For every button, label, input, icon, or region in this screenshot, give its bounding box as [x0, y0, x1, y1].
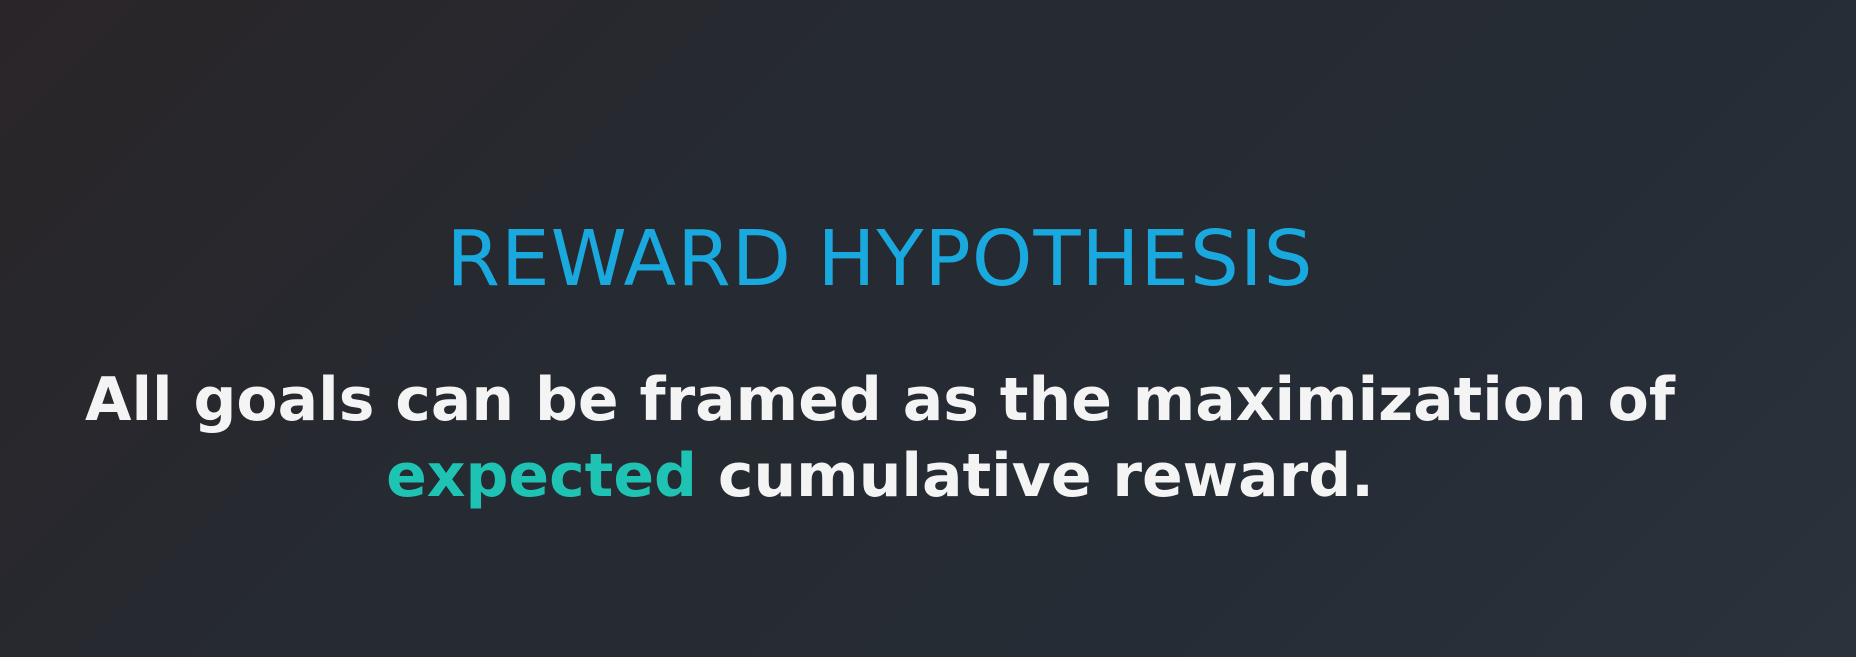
statement-line-2: cumulative reward.	[697, 441, 1374, 511]
highlighted-word: expected	[386, 441, 697, 511]
hypothesis-statement: All goals can be framed as the maximizat…	[0, 362, 1760, 514]
slide-title: REWARD HYPOTHESIS	[446, 215, 1314, 304]
statement-line-1: All goals can be framed as the maximizat…	[85, 365, 1675, 435]
